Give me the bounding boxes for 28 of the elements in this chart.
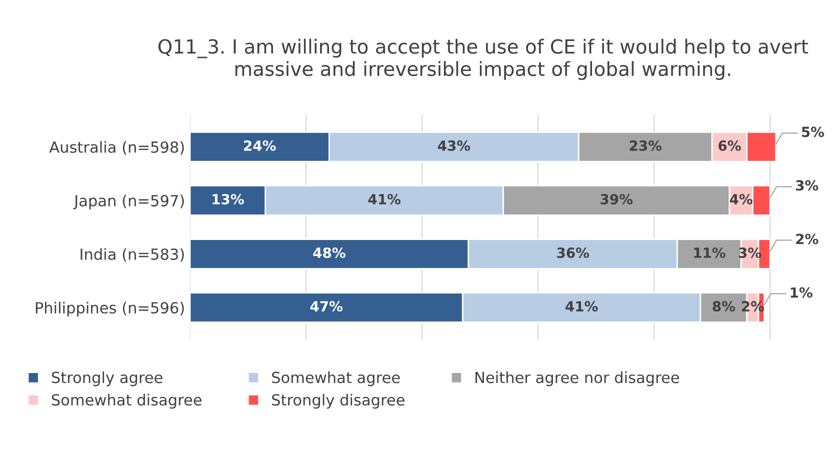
data-label: 4%	[730, 194, 752, 204]
data-label: 13%	[212, 194, 244, 204]
data-label: 23%	[630, 140, 662, 151]
data-label: 48%	[313, 248, 346, 258]
data-label: 11%	[694, 248, 726, 258]
data-label: 5%	[802, 126, 824, 138]
legend-label: Strongly agree	[52, 371, 162, 386]
legend-label: Somewhat disagree	[52, 394, 202, 409]
data-label: 6%	[718, 140, 741, 151]
legend-label: Strongly disagree	[272, 394, 404, 409]
legend-label: Neither agree nor disagree	[476, 371, 679, 386]
y-tick-label: Philippines (n=596)	[36, 302, 184, 317]
data-label: 41%	[368, 194, 401, 204]
data-label: 43%	[438, 140, 470, 151]
y-tick-label: Australia (n=598)	[49, 141, 184, 155]
chart-title: Q11_3. I am willing to accept the use of CE if it would help to avert massive and irreversible impact of global warming.	[158, 38, 808, 80]
data-label: 8%	[712, 301, 736, 312]
data-label: 1%	[790, 287, 812, 298]
y-tick-label: Japan (n=597)	[73, 194, 184, 210]
legend-label: Somewhat agree	[272, 371, 400, 386]
y-tick-label: India (n=583)	[80, 248, 184, 262]
data-label: 2%	[796, 234, 818, 244]
data-label: 36%	[557, 248, 590, 258]
data-label: 47%	[310, 301, 342, 312]
data-label: 39%	[600, 194, 633, 204]
data-label: 41%	[566, 301, 598, 312]
data-label: 3%	[796, 180, 818, 191]
data-label: 24%	[244, 140, 276, 151]
